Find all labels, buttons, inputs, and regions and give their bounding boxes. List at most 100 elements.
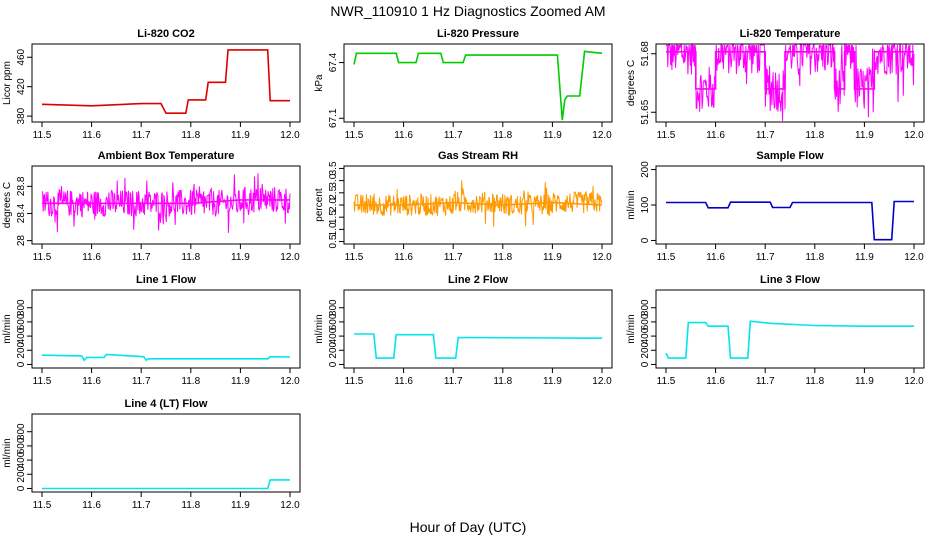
figure-title: NWR_110910 1 Hz Diagnostics Zoomed AM bbox=[330, 3, 605, 19]
y-tick-label: 67.4 bbox=[328, 52, 339, 72]
x-tick-label: 11.9 bbox=[543, 130, 562, 141]
y-tick-label: 800 bbox=[328, 299, 339, 316]
x-tick-label: 11.9 bbox=[231, 130, 250, 141]
chart-panel-3: Li-820 Temperature 11.5 11.6 11.7 11.8 11.9 12… bbox=[626, 28, 925, 141]
panel-title: Line 2 Flow bbox=[448, 274, 508, 286]
x-tick-label: 12.0 bbox=[592, 376, 612, 387]
y-tick-label: 0 bbox=[16, 485, 27, 491]
plot-frame bbox=[655, 165, 925, 245]
y-tick-label: 400 bbox=[16, 327, 27, 344]
series-line bbox=[666, 200, 914, 241]
series-noise bbox=[665, 43, 915, 122]
y-axis-label: degrees C bbox=[626, 60, 637, 106]
y-tick-label: 100 bbox=[640, 196, 651, 213]
chart-panel-9: Line 3 Flow 11.5 11.6 11.7 11.8 11.9 12.0 0 2004… bbox=[626, 274, 925, 387]
panel-title: Line 1 Flow bbox=[136, 274, 196, 286]
y-tick-label: 600 bbox=[16, 437, 27, 454]
x-tick-label: 11.5 bbox=[345, 252, 364, 263]
x-tick-label: 11.7 bbox=[756, 130, 775, 141]
y-tick-label: 400 bbox=[640, 327, 651, 344]
panel-title: Gas Stream RH bbox=[438, 150, 518, 162]
y-axis-label: ml/min bbox=[2, 314, 13, 343]
y-tick-label: 0 bbox=[16, 361, 27, 367]
x-tick-label: 11.8 bbox=[181, 376, 200, 387]
y-tick-label: 200 bbox=[16, 465, 27, 482]
y-axis-label: ml/min bbox=[626, 190, 637, 219]
chart-panel-1: Li-820 CO2 11.5 11.6 11.7 11.8 11.9 12.0 380 420… bbox=[2, 28, 301, 141]
y-tick-label: 2.5 bbox=[328, 185, 339, 199]
y-tick-label: 200 bbox=[640, 161, 651, 178]
x-tick-label: 12.0 bbox=[280, 130, 300, 141]
x-tick-label: 12.0 bbox=[280, 500, 300, 511]
panel-title: Ambient Box Temperature bbox=[98, 150, 235, 162]
x-tick-label: 11.9 bbox=[231, 252, 250, 263]
figure-x-label: Hour of Day (UTC) bbox=[410, 519, 527, 535]
x-tick-label: 11.5 bbox=[657, 130, 676, 141]
series-line bbox=[41, 49, 290, 114]
series-noise bbox=[41, 173, 291, 233]
x-tick-label: 11.7 bbox=[444, 376, 463, 387]
plot-frame bbox=[31, 43, 301, 123]
chart-panel-5: Gas Stream RH 11.5 11.6 11.7 11.8 11.9 12.0 0.5… bbox=[314, 150, 613, 263]
x-tick-label: 11.6 bbox=[82, 376, 101, 387]
y-tick-label: 400 bbox=[328, 327, 339, 344]
x-tick-label: 11.9 bbox=[855, 376, 874, 387]
plot-frame bbox=[31, 165, 301, 245]
series-line bbox=[665, 320, 914, 359]
y-tick-label: 800 bbox=[16, 299, 27, 316]
x-tick-label: 11.8 bbox=[805, 252, 824, 263]
x-tick-label: 11.5 bbox=[33, 500, 52, 511]
y-tick-label: 0 bbox=[640, 237, 651, 243]
x-tick-label: 11.7 bbox=[444, 252, 463, 263]
panel-title: Line 4 (LT) Flow bbox=[125, 398, 208, 410]
y-tick-label: 3.0 bbox=[328, 173, 339, 187]
x-tick-label: 11.7 bbox=[444, 130, 463, 141]
x-tick-label: 11.9 bbox=[855, 130, 874, 141]
x-tick-label: 11.9 bbox=[543, 376, 562, 387]
x-tick-label: 11.8 bbox=[493, 130, 512, 141]
panel-title: Line 3 Flow bbox=[760, 274, 820, 286]
x-tick-label: 11.7 bbox=[132, 252, 151, 263]
series-line bbox=[42, 479, 290, 490]
x-tick-label: 11.6 bbox=[394, 376, 413, 387]
x-tick-label: 11.7 bbox=[756, 376, 775, 387]
y-tick-label: 51.68 bbox=[640, 41, 651, 66]
chart-panel-7: Line 1 Flow 11.5 11.6 11.7 11.8 11.9 12.0 0 2004… bbox=[2, 274, 301, 387]
panel-title: Li-820 CO2 bbox=[137, 28, 194, 40]
x-tick-label: 11.7 bbox=[756, 252, 775, 263]
x-tick-label: 11.7 bbox=[132, 376, 151, 387]
chart-panel-6: Sample Flow 11.5 11.6 11.7 11.8 11.9 12.0 0 100 2… bbox=[626, 150, 925, 263]
y-tick-label: 28.4 bbox=[16, 203, 27, 223]
x-tick-label: 11.9 bbox=[855, 252, 874, 263]
y-tick-label: 600 bbox=[640, 313, 651, 330]
y-tick-label: 28.8 bbox=[16, 176, 27, 196]
x-tick-label: 11.6 bbox=[82, 500, 101, 511]
x-tick-label: 11.6 bbox=[706, 376, 725, 387]
x-tick-label: 11.5 bbox=[657, 252, 676, 263]
plot-frame bbox=[343, 289, 613, 369]
x-tick-label: 11.6 bbox=[82, 130, 101, 141]
panel-title: Li-820 Pressure bbox=[437, 28, 519, 40]
chart-panel-4: Ambient Box Temperature 11.5 11.6 11.7 11.8 1… bbox=[2, 150, 301, 263]
x-tick-label: 11.5 bbox=[33, 376, 52, 387]
x-tick-label: 11.5 bbox=[33, 130, 52, 141]
y-tick-label: 460 bbox=[16, 48, 27, 65]
x-tick-label: 12.0 bbox=[592, 130, 612, 141]
y-tick-label: 800 bbox=[640, 299, 651, 316]
x-tick-label: 12.0 bbox=[280, 376, 300, 387]
plot-frame bbox=[655, 43, 925, 123]
y-axis-label: kPa bbox=[314, 74, 325, 92]
x-tick-label: 11.8 bbox=[805, 376, 824, 387]
y-tick-label: 0 bbox=[328, 361, 339, 367]
y-tick-label: 1.5 bbox=[328, 210, 339, 224]
y-axis-label: ml/min bbox=[2, 438, 13, 467]
y-tick-label: 400 bbox=[16, 451, 27, 468]
x-tick-label: 11.7 bbox=[132, 130, 151, 141]
plot-frame bbox=[343, 43, 613, 123]
y-axis-label: ml/min bbox=[314, 314, 325, 343]
y-tick-label: 200 bbox=[640, 341, 651, 358]
y-tick-label: 28 bbox=[16, 235, 27, 247]
y-tick-label: 200 bbox=[328, 341, 339, 358]
x-tick-label: 11.8 bbox=[493, 252, 512, 263]
